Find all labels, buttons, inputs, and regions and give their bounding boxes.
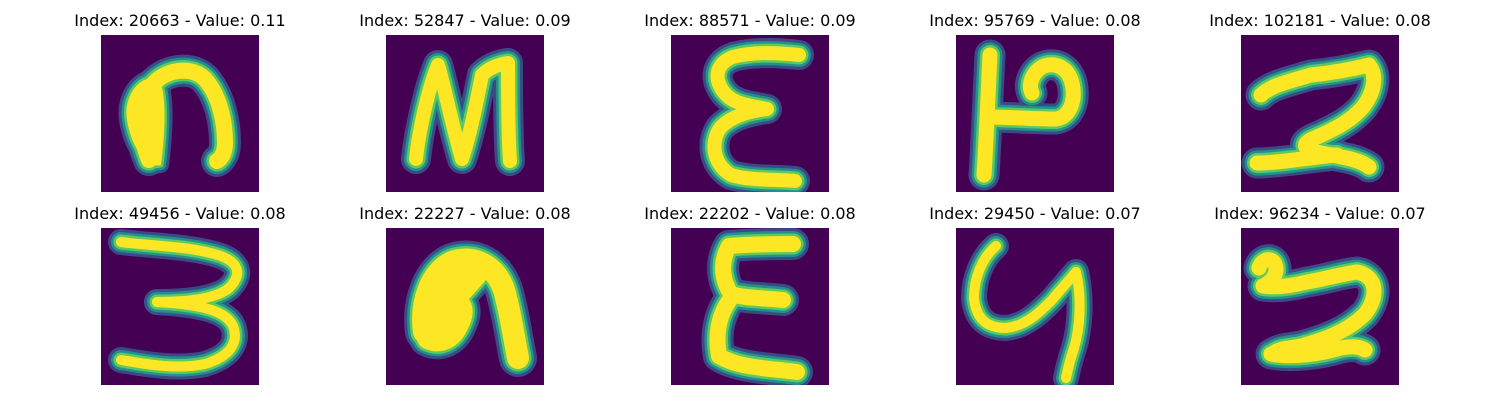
- panel-95769: Index: 95769 - Value: 0.08: [905, 11, 1165, 192]
- glyph-stroke-1-layer-3: [1249, 147, 1345, 171]
- glyph-stroke-0-layer-3: [715, 236, 801, 308]
- glyph-stroke-0-layer-3: [969, 241, 1085, 383]
- panel-image: [956, 228, 1114, 385]
- glyph-stroke-1-layer-3: [709, 290, 805, 380]
- panel-image: [101, 35, 259, 192]
- panel-image: [1241, 35, 1399, 192]
- panel-image: [386, 35, 544, 192]
- panel-title: Index: 95769 - Value: 0.08: [929, 11, 1141, 30]
- glyph-stroke-1-layer-3: [417, 293, 473, 352]
- glyph-stroke-0-layer-3: [412, 248, 529, 369]
- panel-image: [671, 35, 829, 192]
- glyph-stroke-1-layer-3: [137, 89, 161, 163]
- glyph-stroke-1-layer-3: [116, 297, 240, 372]
- glyph-stroke-1-layer-3: [1263, 339, 1373, 364]
- panel-88571: Index: 88571 - Value: 0.09: [620, 11, 880, 192]
- panel-102181: Index: 102181 - Value: 0.08: [1190, 11, 1450, 192]
- glyph-stroke-0-layer-3: [116, 237, 243, 307]
- panel-title: Index: 102181 - Value: 0.08: [1209, 11, 1431, 30]
- panel-title: Index: 49456 - Value: 0.08: [74, 204, 286, 223]
- glyph-stroke-0-layer-3: [409, 56, 517, 168]
- glyph-svg: [101, 228, 259, 385]
- glyph-stroke-0-layer-3: [1251, 252, 1382, 360]
- panel-image: [101, 228, 259, 385]
- glyph-svg: [956, 228, 1114, 385]
- glyph-svg: [386, 35, 544, 192]
- panel-96234: Index: 96234 - Value: 0.07: [1190, 204, 1450, 385]
- panel-title: Index: 22227 - Value: 0.08: [359, 204, 571, 223]
- glyph-svg: [671, 35, 829, 192]
- glyph-svg: [671, 228, 829, 385]
- panel-image: [1241, 228, 1399, 385]
- panel-title: Index: 29450 - Value: 0.07: [929, 204, 1141, 223]
- panel-image: [956, 35, 1114, 192]
- glyph-stroke-1-layer-3: [980, 57, 1081, 127]
- panel-title: Index: 20663 - Value: 0.11: [74, 11, 286, 30]
- glyph-stroke-0-layer-3: [707, 46, 806, 188]
- panel-title: Index: 88571 - Value: 0.09: [644, 11, 856, 30]
- glyph-svg: [956, 35, 1114, 192]
- panel-49456: Index: 49456 - Value: 0.08: [50, 204, 310, 385]
- panel-22227: Index: 22227 - Value: 0.08: [335, 204, 595, 385]
- glyph-svg: [386, 228, 544, 385]
- panel-52847: Index: 52847 - Value: 0.09: [335, 11, 595, 192]
- panel-image: [671, 228, 829, 385]
- glyph-svg: [1241, 35, 1399, 192]
- panel-22202: Index: 22202 - Value: 0.08: [620, 204, 880, 385]
- glyph-svg: [1241, 228, 1399, 385]
- panel-20663: Index: 20663 - Value: 0.11: [50, 11, 310, 192]
- panel-29450: Index: 29450 - Value: 0.07: [905, 204, 1165, 385]
- panel-title: Index: 96234 - Value: 0.07: [1214, 204, 1426, 223]
- panel-title: Index: 22202 - Value: 0.08: [644, 204, 856, 223]
- panel-title: Index: 52847 - Value: 0.09: [359, 11, 571, 30]
- panel-image: [386, 228, 544, 385]
- glyph-svg: [101, 35, 259, 192]
